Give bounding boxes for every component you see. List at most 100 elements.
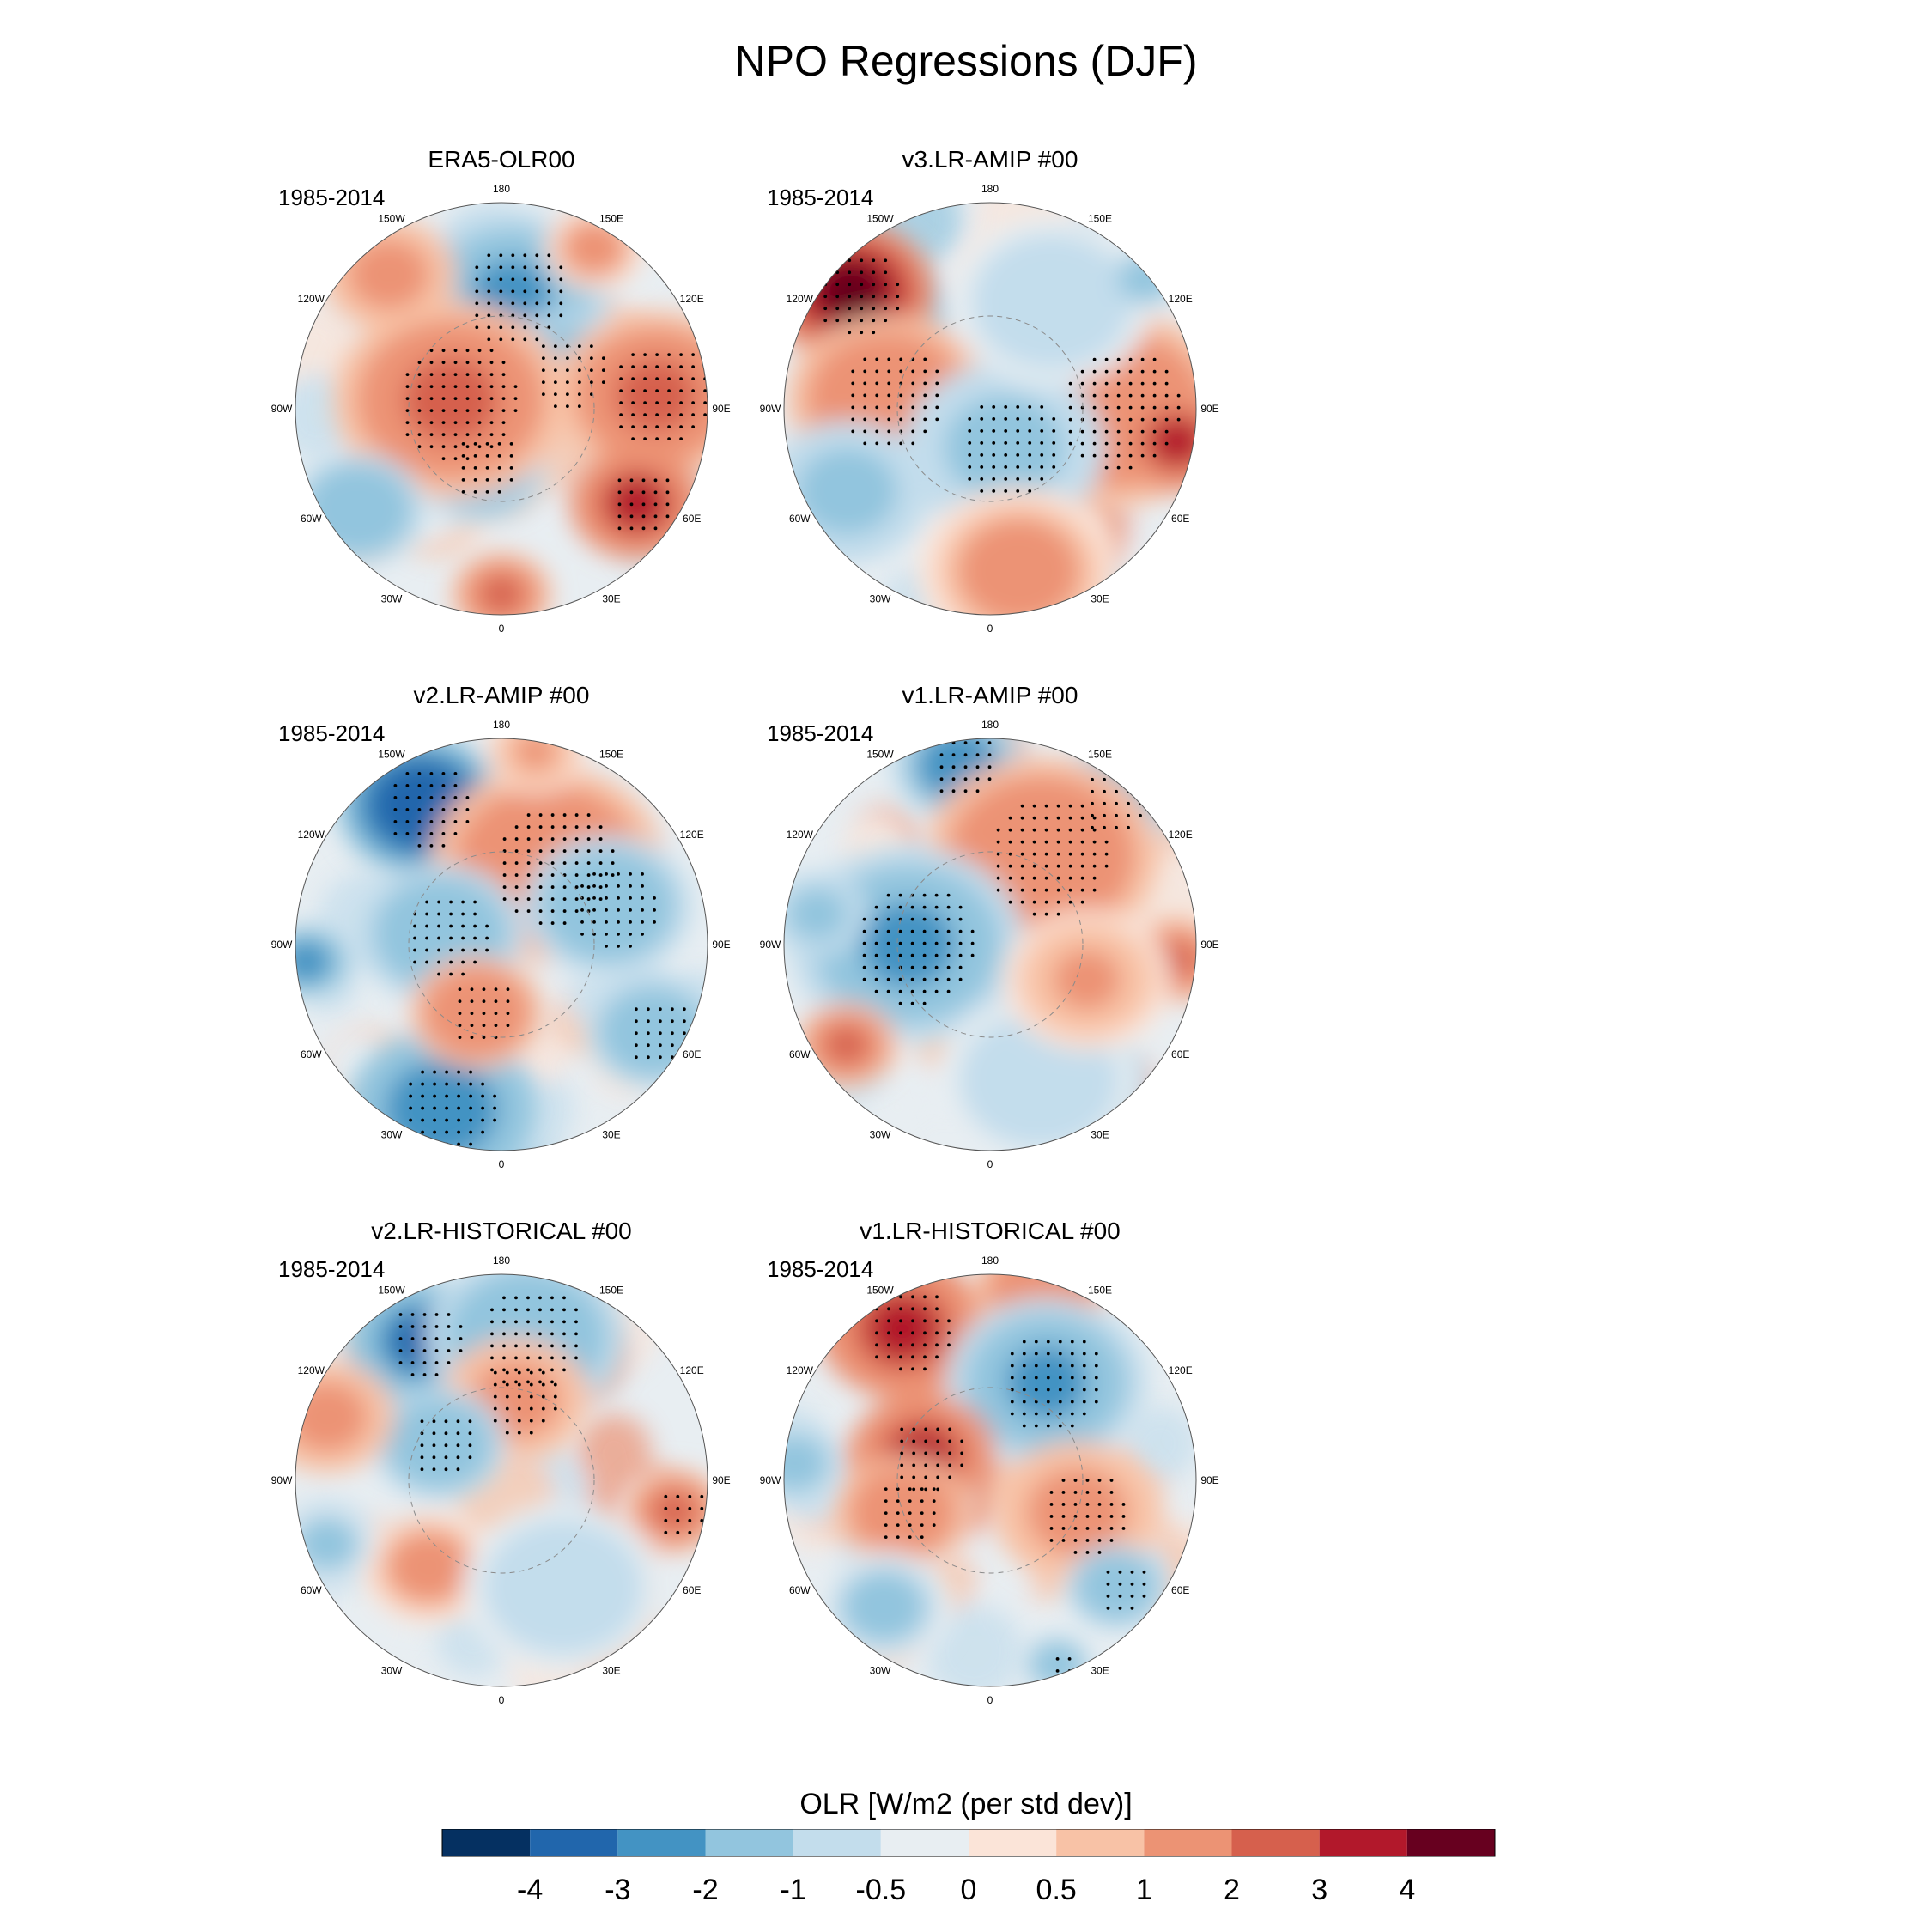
- lon-label: 180: [981, 183, 999, 195]
- stipple-dot: [1070, 1340, 1074, 1344]
- lon-label: 150E: [599, 212, 623, 224]
- stipple-dot: [497, 477, 501, 482]
- stipple-dot: [908, 1535, 912, 1540]
- stipple-dot: [481, 1106, 485, 1110]
- stipple-dot: [550, 1296, 554, 1300]
- stipple-dot: [1004, 417, 1008, 421]
- anomaly-contour: [826, 1026, 867, 1064]
- stipple-dot: [499, 337, 503, 342]
- stipple-dot: [676, 1506, 680, 1510]
- stipple-dot: [1104, 369, 1109, 374]
- stipple-dot: [963, 789, 968, 793]
- stipple-dot: [1028, 489, 1032, 493]
- stipple-dot: [1070, 1364, 1074, 1368]
- stipple-dot: [547, 265, 551, 270]
- stipple-dot: [1103, 777, 1106, 781]
- stipple-dot: [1080, 864, 1084, 868]
- stipple-dot: [441, 783, 446, 787]
- stipple-dot: [923, 429, 927, 434]
- stipple-dot: [900, 1463, 904, 1467]
- stipple-dot: [1016, 477, 1020, 481]
- anomaly-contour: [615, 359, 696, 432]
- stipple-dot: [1092, 840, 1097, 844]
- stipple-dot: [980, 441, 984, 445]
- stipple-dot: [473, 948, 477, 952]
- stipple-dot: [509, 465, 513, 470]
- stipple-dot: [932, 1523, 936, 1528]
- stipple-dot: [1080, 429, 1084, 434]
- stipple-dot: [487, 325, 491, 330]
- stipple-dot: [823, 295, 828, 299]
- stipple-dot: [425, 924, 428, 928]
- anomaly-contour: [1043, 1652, 1071, 1677]
- stipple-dot: [643, 413, 647, 417]
- stipple-dot: [580, 884, 584, 888]
- stipple-dot: [1115, 813, 1118, 817]
- stipple-dot: [501, 361, 506, 365]
- lon-label: 30E: [602, 1665, 620, 1677]
- stipple-dot: [1046, 1376, 1050, 1380]
- stipple-dot: [421, 1142, 425, 1146]
- stipple-dot: [497, 453, 501, 458]
- stipple-dot: [958, 977, 963, 981]
- stipple-dot: [911, 1331, 914, 1335]
- stipple-dot: [872, 295, 876, 299]
- stipple-dot: [605, 908, 608, 912]
- lon-label: 150E: [599, 1284, 623, 1296]
- stipple-dot: [700, 1506, 704, 1510]
- stipple-dot: [535, 313, 539, 318]
- stipple-dot: [565, 380, 569, 385]
- lon-label: 30E: [1091, 1665, 1109, 1677]
- stipple-dot: [441, 843, 446, 848]
- stipple-dot: [586, 861, 591, 865]
- stipple-dot: [553, 1406, 557, 1411]
- stipple-dot: [1116, 441, 1121, 446]
- stipple-dot: [550, 849, 555, 853]
- stipple-dot: [896, 283, 900, 287]
- stipple-dot: [505, 1431, 509, 1435]
- stipple-dot: [922, 941, 927, 945]
- stipple-dot: [526, 837, 531, 841]
- stipple-dot: [887, 393, 891, 398]
- stipple-dot: [1020, 828, 1024, 832]
- stipple-dot: [553, 356, 557, 361]
- stipple-dot: [1056, 912, 1060, 916]
- stipple-dot: [946, 965, 951, 969]
- stipple-dot: [1080, 441, 1084, 446]
- stipple-dot: [1092, 852, 1097, 856]
- stipple-dot: [1115, 825, 1118, 829]
- stipple-dot: [619, 425, 623, 429]
- stipple-dot: [445, 1070, 449, 1074]
- stipple-dot: [550, 1368, 554, 1372]
- stipple-dot: [1164, 369, 1169, 374]
- stipple-dot: [958, 917, 963, 921]
- stipple-dot: [453, 397, 458, 401]
- stipple-dot: [456, 1467, 460, 1472]
- stipple-dot: [886, 953, 890, 957]
- stipple-dot: [487, 289, 491, 294]
- stipple-dot: [1044, 900, 1048, 904]
- stipple-dot: [1092, 828, 1097, 832]
- stipple-dot: [538, 1356, 542, 1360]
- stipple-dot: [481, 1082, 485, 1086]
- stipple-dot: [1068, 405, 1072, 410]
- stipple-dot: [899, 405, 903, 410]
- stipple-dot: [900, 1427, 904, 1431]
- stipple-dot: [1068, 393, 1072, 398]
- stipple-dot: [1116, 429, 1121, 434]
- stipple-dot: [655, 425, 659, 429]
- stipple-dot: [946, 917, 951, 921]
- stipple-dot: [1152, 453, 1157, 458]
- stipple-dot: [547, 289, 551, 294]
- stipple-dot: [506, 987, 510, 992]
- stipple-dot: [1094, 1376, 1098, 1380]
- stipple-dot: [1085, 1479, 1090, 1482]
- anomaly-contour: [784, 1449, 811, 1478]
- stipple-dot: [529, 1394, 533, 1399]
- stipple-dot: [553, 392, 557, 397]
- stipple-dot: [653, 514, 658, 519]
- stipple-dot: [470, 1036, 474, 1040]
- stipple-dot: [605, 944, 608, 948]
- stipple-dot: [410, 1325, 415, 1328]
